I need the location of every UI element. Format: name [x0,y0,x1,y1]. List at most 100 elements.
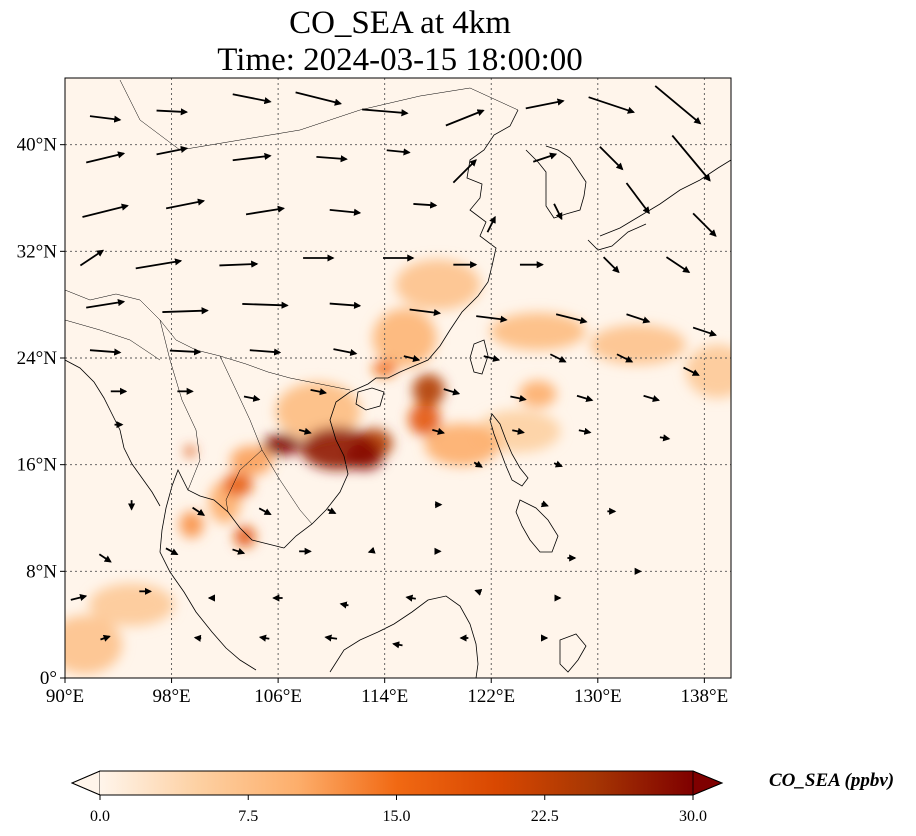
coastline-philippines-luzon [489,413,529,487]
lon-tick-label: 122°E [467,686,515,707]
wind-arrow [79,249,105,267]
title-line-2: Time: 2024-03-15 18:00:00 [217,42,583,78]
wind-arrow [156,145,188,156]
coastline-borneo [329,595,479,678]
wind-arrow [602,256,620,274]
lon-tick-label: 98°E [152,686,190,707]
wind-arrow [135,258,183,270]
wind-arrow [249,348,282,356]
wind-arrow [329,208,362,216]
wind-arrow [445,109,485,127]
wind-vectors [70,85,717,649]
co-plume [408,403,441,436]
wind-arrow [89,348,122,356]
wind-arrow [443,388,461,396]
wind-arrow [692,212,717,237]
wind-arrow [98,553,112,563]
coastlines [65,109,731,678]
country-borders [65,79,519,525]
wind-arrow [243,394,261,402]
wind-arrow [169,348,202,356]
wind-arrow [245,205,285,216]
lat-tick-label: 32°N [17,241,58,262]
colorbar-tick-label: 0.0 [90,808,110,825]
wind-arrow [386,148,411,156]
wind-arrow [643,394,660,403]
lon-tick-label: 90°E [46,686,84,707]
wind-arrow [327,507,337,515]
lon-tick-label: 138°E [681,686,729,707]
colorbar-tick-label: 15.0 [383,808,411,825]
wind-arrow [549,353,567,363]
coastline-china-east [367,109,519,385]
co-plume [685,344,731,398]
wind-arrow [82,203,129,218]
co-concentration-field [65,259,731,674]
wind-arrow [576,394,594,403]
map-background [65,78,731,678]
colorbar-body [100,771,693,795]
wind-arrow [616,353,634,363]
co-plume [412,374,445,406]
wind-arrow [162,307,209,315]
co-plume [184,446,196,457]
coastline-myanmar [65,359,161,507]
wind-arrow [476,315,508,323]
co-plume [230,446,273,476]
co-plume [395,259,481,310]
wind-arrow [232,152,272,162]
lat-tick-label: 8°N [26,561,57,582]
lon-tick-label: 114°E [361,686,408,707]
wind-arrow [409,308,442,317]
lon-tick-label: 106°E [254,686,302,707]
colorbar: 0.0 7.5 15.0 22.5 30.0 [70,770,724,825]
wind-arrow [654,85,702,125]
wind-arrow [413,201,438,209]
wind-arrow [510,394,527,402]
co-plume [179,511,204,538]
wind-arrow [329,301,362,309]
colorbar-tick-label: 7.5 [238,808,258,825]
wind-arrow [219,260,259,268]
co-plume [346,443,384,470]
colorbar-tick-label: 22.5 [531,808,559,825]
wind-arrow [403,354,421,362]
wind-arrow [432,427,445,435]
lat-tick-label: 24°N [17,348,58,369]
lon-tick-label: 130°E [574,686,622,707]
wind-arrow [242,301,289,309]
wind-arrow [525,98,565,110]
coastline-gulf-thailand [159,469,285,671]
wind-arrow [324,634,338,642]
wind-arrow [392,641,403,649]
wind-arrow [553,203,563,221]
wind-arrow [659,434,671,442]
wind-arrow [588,96,635,114]
coastline-hainan [355,387,385,411]
coastline-japan [599,159,731,237]
wind-arrow [310,388,327,396]
wind-arrow [512,427,525,435]
wind-arrow [578,427,592,435]
wind-arrow [232,93,272,105]
wind-arrow [683,366,700,376]
wind-arrow [599,146,624,171]
wind-arrow [692,326,717,337]
co-plume [519,380,557,408]
colorbar-extend-max [692,770,724,796]
wind-arrow [85,151,126,164]
wind-arrow [100,634,111,642]
wind-arrow [625,182,650,215]
colorbar-label: CO_SEA (ppbv) [769,770,895,791]
wind-arrow [89,115,122,123]
co-plume [372,308,437,368]
colorbar-ticks: 0.0 7.5 15.0 22.5 30.0 [90,795,707,825]
map-frame [64,77,732,679]
wind-arrow [532,152,558,163]
co-plume [589,324,686,365]
wind-arrow [165,198,206,210]
wind-arrow [232,547,246,555]
wind-arrow [316,155,348,163]
co-plume [489,312,586,351]
